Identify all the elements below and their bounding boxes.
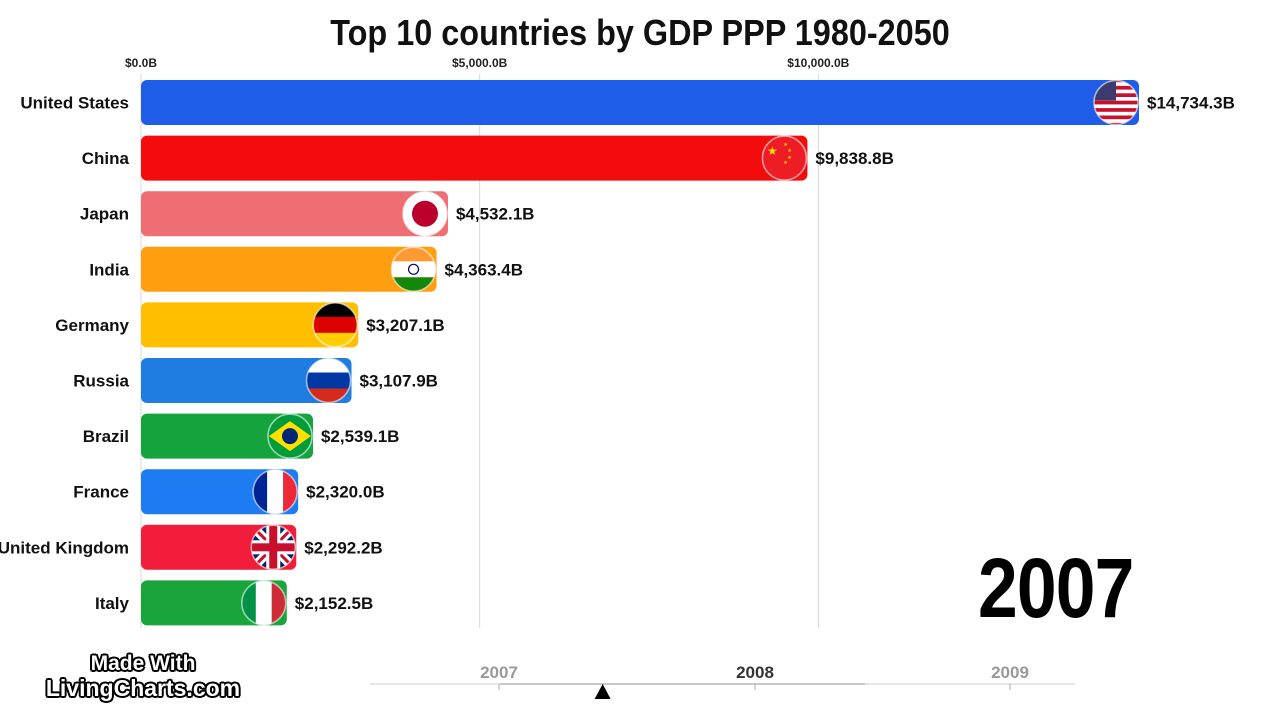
value-label: $14,734.3B: [1147, 94, 1235, 113]
bar: [141, 191, 448, 237]
category-label: China: [82, 149, 130, 168]
logo-line-1: Made With: [90, 652, 196, 675]
value-label: $4,532.1B: [456, 205, 534, 224]
category-label: India: [89, 260, 129, 279]
value-label: $2,320.0B: [306, 483, 384, 502]
bar-row: Italy $2,152.5B: [95, 580, 373, 626]
livingcharts-logo: Made With LivingCharts.com: [18, 652, 268, 700]
bars-layer: United States $14,734.3B China $9,838.8B Jap…: [0, 79, 1235, 626]
uk-flag-icon: [250, 524, 297, 571]
bar-row: United States $14,734.3B: [20, 79, 1235, 126]
category-label: Germany: [55, 316, 129, 335]
bar: [141, 135, 808, 181]
chart-title: Top 10 countries by GDP PPP 1980-2050: [330, 12, 950, 53]
value-label: $2,539.1B: [321, 427, 399, 446]
category-label: Japan: [80, 205, 129, 224]
bar-row: China $9,838.8B: [82, 135, 894, 181]
x-tick-label: $5,000.0B: [452, 56, 508, 70]
x-tick-label: $10,000.0B: [787, 56, 849, 70]
current-year-label: 2007: [978, 541, 1134, 635]
value-label: $3,207.1B: [366, 316, 444, 335]
logo-line-2: LivingCharts.com: [45, 675, 241, 701]
japan-flag-icon: [402, 190, 448, 237]
germany-flag-icon: [312, 302, 358, 348]
value-label: $2,152.5B: [295, 594, 373, 613]
china-flag-icon: [761, 135, 808, 181]
bar: [141, 302, 359, 348]
italy-flag-icon: [241, 580, 287, 626]
france-flag-icon: [252, 468, 298, 515]
brazil-flag-icon: [267, 413, 313, 459]
timeline-year-2008[interactable]: 2008: [736, 663, 774, 682]
bar-row: Russia $3,107.9B: [73, 357, 438, 404]
india-flag-icon: [390, 246, 437, 293]
category-label: United Kingdom: [0, 538, 129, 557]
x-axis-ticks: $0.0B $5,000.0B $10,000.0B: [125, 56, 850, 70]
russia-flag-icon: [305, 357, 352, 404]
bar-row: Brazil $2,539.1B: [83, 413, 399, 459]
bar-row: Germany $3,207.1B: [55, 302, 445, 348]
bar-row: Japan $4,532.1B: [80, 190, 534, 237]
category-label: France: [73, 483, 129, 502]
timeline-year-2009[interactable]: 2009: [991, 663, 1029, 682]
timeline[interactable]: 2007 2008 2009: [370, 663, 1075, 699]
value-label: $3,107.9B: [360, 372, 438, 391]
x-tick-label: $0.0B: [125, 56, 157, 70]
category-label: Italy: [95, 594, 130, 613]
timeline-year-2007[interactable]: 2007: [480, 663, 518, 682]
bar-row: India $4,363.4B: [89, 246, 523, 293]
bar-row: United Kingdom $2,292.2B: [0, 524, 383, 571]
bar: [141, 358, 352, 403]
timeline-handle[interactable]: [594, 684, 611, 699]
bar: [141, 413, 313, 459]
category-label: Russia: [73, 372, 129, 391]
category-label: Brazil: [83, 427, 129, 446]
bar-row: France $2,320.0B: [73, 468, 385, 515]
value-label: $4,363.4B: [445, 260, 523, 279]
value-label: $2,292.2B: [304, 538, 382, 557]
value-label: $9,838.8B: [815, 149, 893, 168]
bar: [141, 80, 1139, 125]
bar: [141, 246, 437, 292]
us-flag-icon: [1093, 79, 1139, 126]
category-label: United States: [20, 94, 129, 113]
